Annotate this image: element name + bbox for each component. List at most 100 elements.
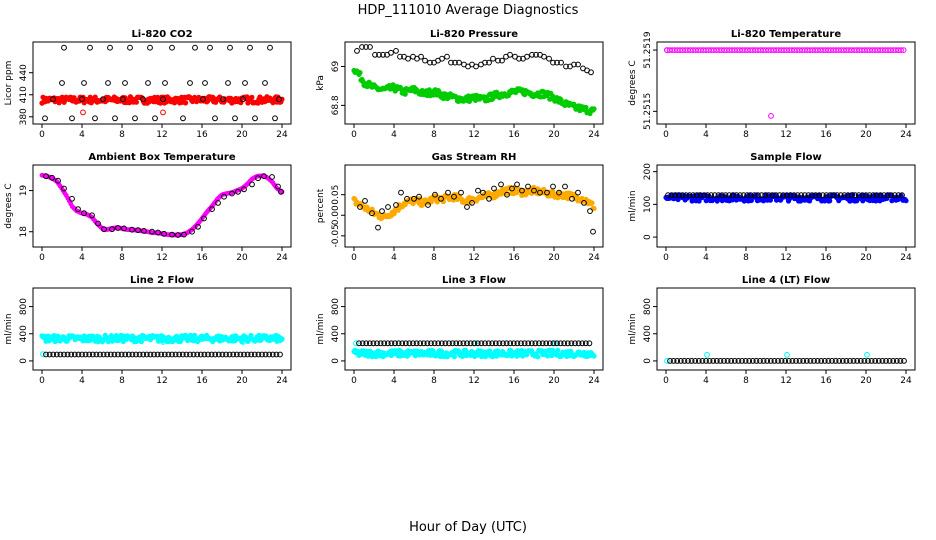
data-point — [149, 228, 155, 235]
x-tick-label: 8 — [743, 130, 749, 140]
data-point — [143, 351, 150, 358]
data-point — [667, 358, 673, 364]
data-point — [679, 192, 686, 199]
x-tick-label: 24 — [588, 253, 600, 263]
data-point — [801, 192, 808, 199]
data-point — [432, 191, 438, 198]
data-point — [241, 351, 247, 358]
data-point — [494, 89, 500, 95]
data-point — [410, 340, 416, 347]
y-axis-label: Licor ppm — [4, 61, 14, 106]
data-point — [169, 351, 175, 358]
data-point — [829, 358, 835, 364]
data-point — [172, 100, 178, 106]
data-point — [425, 202, 431, 208]
data-point — [136, 351, 143, 358]
panel-title: Line 4 (LT) Flow — [742, 275, 830, 286]
data-point — [498, 181, 504, 188]
x-tick-label: 8 — [119, 376, 125, 386]
x-tick-label: 12 — [468, 376, 479, 386]
data-point — [708, 192, 715, 199]
data-point — [491, 94, 497, 100]
data-point — [212, 351, 219, 358]
data-point — [737, 192, 743, 199]
data-point — [521, 340, 528, 347]
data-point — [244, 351, 251, 358]
data-point — [897, 358, 904, 364]
data-point — [404, 195, 410, 202]
data-point — [469, 200, 475, 206]
data-point — [140, 96, 146, 103]
x-tick-label: 0 — [663, 253, 669, 263]
x-tick-label: 0 — [663, 376, 669, 386]
data-point — [127, 44, 133, 51]
data-point — [112, 115, 118, 122]
x-tick-label: 20 — [548, 253, 560, 263]
data-point — [819, 192, 826, 199]
data-point — [183, 100, 189, 106]
data-point — [693, 192, 700, 199]
data-point — [863, 192, 869, 199]
data-point — [686, 192, 693, 199]
data-point — [495, 57, 501, 64]
data-point — [830, 192, 837, 199]
data-point — [359, 44, 365, 50]
data-point — [519, 187, 525, 194]
data-point — [798, 192, 805, 199]
data-point — [370, 340, 377, 347]
data-point — [524, 53, 530, 60]
data-point — [428, 340, 434, 347]
data-point — [827, 192, 833, 199]
data-point — [277, 351, 283, 358]
data-point — [427, 59, 433, 66]
x-tick-label: 16 — [820, 376, 832, 386]
data-point — [375, 224, 381, 231]
data-point — [43, 173, 49, 180]
data-point — [735, 358, 742, 364]
data-point — [575, 340, 582, 347]
data-point — [816, 192, 823, 199]
data-point — [100, 351, 107, 358]
panel-title: Li-820 Temperature — [731, 29, 841, 40]
data-point — [367, 44, 373, 50]
data-point — [482, 340, 488, 347]
data-point — [672, 192, 679, 199]
panel-8: Line 3 Flow ml/min 0 4 8 12 16 20 24 0 400 800 — [316, 275, 604, 386]
data-point — [372, 51, 378, 58]
y-axis-label: ml/min — [4, 313, 14, 344]
data-point — [504, 191, 510, 198]
x-tick-label: 4 — [391, 253, 397, 263]
data-point — [81, 80, 87, 86]
data-point — [107, 44, 113, 51]
data-point — [884, 192, 891, 199]
data-point — [742, 358, 749, 364]
data-point — [675, 192, 682, 199]
data-point — [187, 80, 193, 86]
data-point — [399, 340, 406, 347]
x-tick-label: 8 — [431, 130, 437, 140]
data-point — [75, 206, 81, 213]
data-point — [784, 351, 790, 358]
data-point — [533, 51, 539, 58]
data-point — [179, 351, 186, 358]
data-point — [277, 337, 283, 344]
data-point — [464, 204, 470, 210]
data-point — [486, 59, 492, 66]
data-point — [449, 340, 456, 347]
data-point — [438, 195, 444, 202]
data-point — [879, 358, 886, 364]
data-point — [499, 57, 505, 64]
data-point — [478, 340, 485, 347]
data-point — [255, 351, 262, 358]
data-point — [272, 115, 278, 122]
data-point — [834, 192, 841, 199]
data-point — [187, 351, 193, 358]
data-point — [229, 190, 235, 197]
x-tick-label: 24 — [588, 376, 600, 386]
data-point — [875, 358, 882, 364]
data-point — [111, 351, 118, 358]
x-tick-label: 8 — [119, 253, 125, 263]
data-point — [104, 351, 111, 358]
data-point — [550, 59, 556, 66]
data-point — [854, 358, 861, 364]
